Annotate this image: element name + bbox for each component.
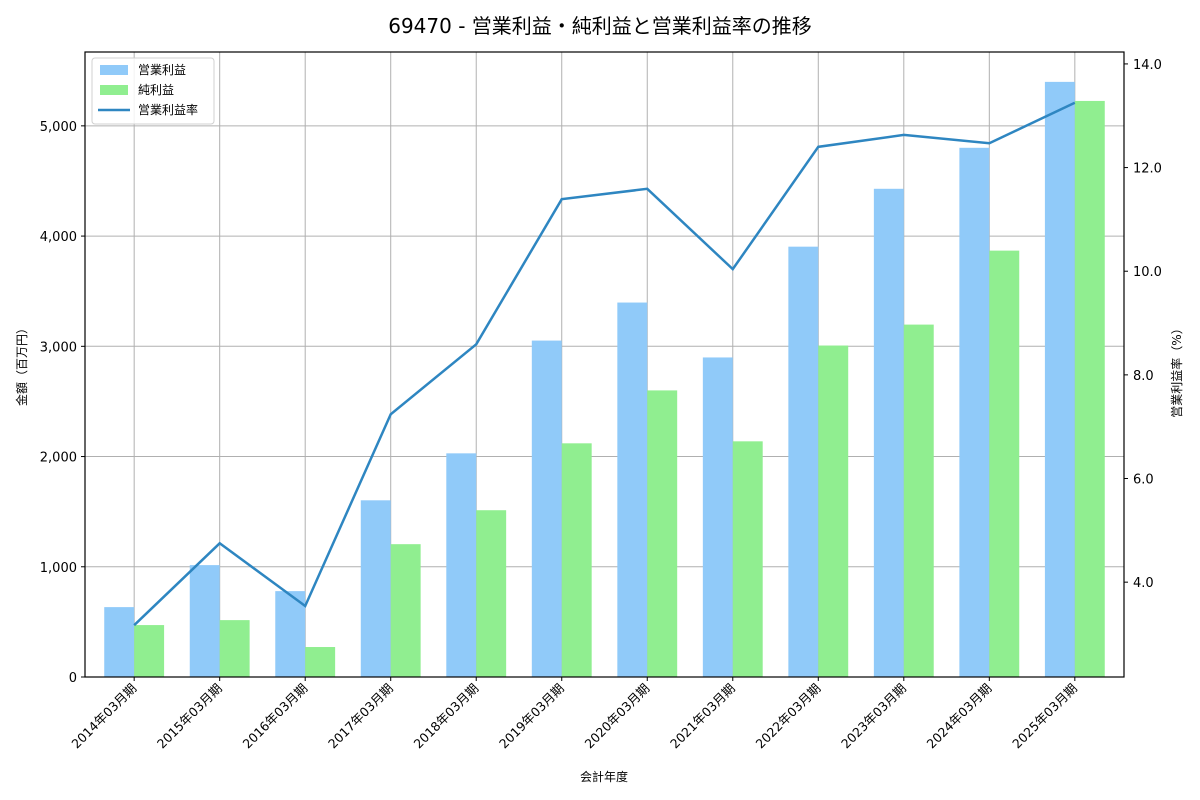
legend-label: 営業利益 [138,63,186,77]
bar-operating-profit [702,357,733,677]
bar-net-profit [1074,100,1105,678]
bar-net-profit [732,441,763,677]
bar-series [104,81,1105,678]
bar-operating-profit [873,188,904,677]
bar-net-profit [647,390,678,677]
bar-operating-profit [446,453,477,677]
x-tick-label: 2020年03月期 [582,681,653,752]
bar-net-profit [903,324,934,677]
x-tick-label: 2024年03月期 [924,681,995,752]
legend-label: 営業利益率 [138,102,198,117]
y-tick-label: 3,000 [40,340,77,355]
bar-operating-profit [788,246,819,677]
bar-net-profit [134,625,165,677]
bar-net-profit [989,250,1020,677]
plot-frame [84,51,1125,678]
y-axis-left-title: 金額（百万円） [14,322,29,406]
y2-tick-label: 4.0 [1133,576,1154,591]
y-tick-label: 4,000 [40,230,77,245]
x-tick-label: 2016年03月期 [239,681,310,752]
y-tick-label: 1,000 [40,561,77,576]
bar-net-profit [561,443,592,677]
y-tick-label: 0 [69,671,77,686]
y2-tick-label: 12.0 [1133,162,1162,177]
bar-operating-profit [959,147,990,677]
bar-operating-profit [531,340,562,677]
legend-label: 純利益 [138,83,174,97]
y2-tick-label: 8.0 [1133,369,1154,384]
bar-operating-profit [1044,81,1075,677]
legend-swatch [100,65,128,75]
x-tick-label: 2014年03月期 [68,681,139,752]
x-tick-label: 2021年03月期 [667,681,738,752]
y2-tick-label: 14.0 [1133,58,1162,73]
y-tick-label: 2,000 [40,451,77,466]
bar-net-profit [305,647,336,677]
x-axis-title: 会計年度 [580,769,628,784]
bar-operating-profit [104,607,135,677]
bar-operating-profit [617,302,648,677]
x-tick-label: 2017年03月期 [325,681,396,752]
x-tick-label: 2025年03月期 [1009,681,1080,752]
y2-tick-label: 10.0 [1133,265,1162,280]
y2-tick-label: 6.0 [1133,473,1154,488]
x-tick-label: 2023年03月期 [838,681,909,752]
bar-operating-profit [360,500,391,677]
line-operating-margin [133,101,1076,627]
bar-operating-profit [275,591,306,677]
y-tick-label: 5,000 [40,120,77,135]
y-axis-right-title: 営業利益率（%） [1169,322,1184,417]
x-tick-label: 2019年03月期 [496,681,567,752]
line-series [133,101,1076,627]
bar-net-profit [219,620,250,677]
x-tick-label: 2022年03月期 [753,681,824,752]
x-tick-label: 2015年03月期 [154,681,225,752]
bar-net-profit [390,544,421,677]
chart-title: 69470 - 営業利益・純利益と営業利益率の推移 [388,14,812,38]
bar-operating-profit [189,565,220,677]
legend-swatch [100,85,128,95]
x-tick-label: 2018年03月期 [410,681,481,752]
bar-net-profit [818,345,849,677]
bar-net-profit [476,510,507,677]
